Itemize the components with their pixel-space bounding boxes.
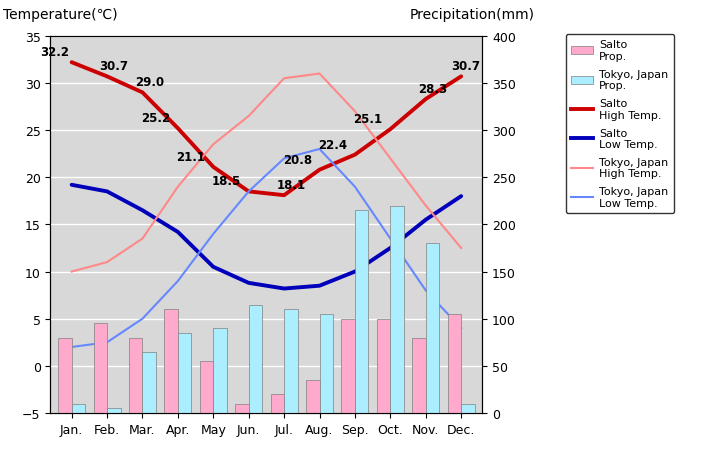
Bar xyxy=(390,206,404,413)
Text: 18.1: 18.1 xyxy=(276,179,305,192)
Bar xyxy=(341,319,355,413)
Bar xyxy=(426,244,439,413)
Text: 22.4: 22.4 xyxy=(318,138,347,151)
Legend: Salto
Prop., Tokyo, Japan
Prop., Salto
High Temp., Salto
Low Temp., Tokyo, Japan: Salto Prop., Tokyo, Japan Prop., Salto H… xyxy=(566,35,674,214)
Text: 25.2: 25.2 xyxy=(141,112,170,125)
Bar xyxy=(72,404,85,413)
Bar xyxy=(178,333,192,413)
Bar xyxy=(284,309,297,413)
Bar xyxy=(164,309,178,413)
Bar xyxy=(200,361,213,413)
Text: Temperature(℃): Temperature(℃) xyxy=(3,8,117,22)
Bar xyxy=(107,409,120,413)
Bar xyxy=(413,338,426,413)
Text: 25.1: 25.1 xyxy=(354,113,382,126)
Bar xyxy=(306,380,320,413)
Bar xyxy=(320,314,333,413)
Bar xyxy=(461,404,474,413)
Text: 30.7: 30.7 xyxy=(451,60,480,73)
Bar xyxy=(355,211,369,413)
Bar xyxy=(377,319,390,413)
Bar xyxy=(129,338,143,413)
Text: 32.2: 32.2 xyxy=(40,46,69,59)
Bar xyxy=(235,404,248,413)
Text: 30.7: 30.7 xyxy=(99,60,128,73)
Bar xyxy=(143,352,156,413)
Text: 29.0: 29.0 xyxy=(135,76,164,89)
Text: 21.1: 21.1 xyxy=(176,151,206,163)
Text: 28.3: 28.3 xyxy=(418,83,447,96)
Bar xyxy=(448,314,461,413)
Bar xyxy=(94,324,107,413)
Text: Precipitation(mm): Precipitation(mm) xyxy=(409,8,534,22)
Bar xyxy=(248,305,262,413)
Bar xyxy=(271,394,284,413)
Text: 18.5: 18.5 xyxy=(212,175,241,188)
Bar xyxy=(58,338,72,413)
Bar xyxy=(213,328,227,413)
Text: 20.8: 20.8 xyxy=(283,153,312,167)
